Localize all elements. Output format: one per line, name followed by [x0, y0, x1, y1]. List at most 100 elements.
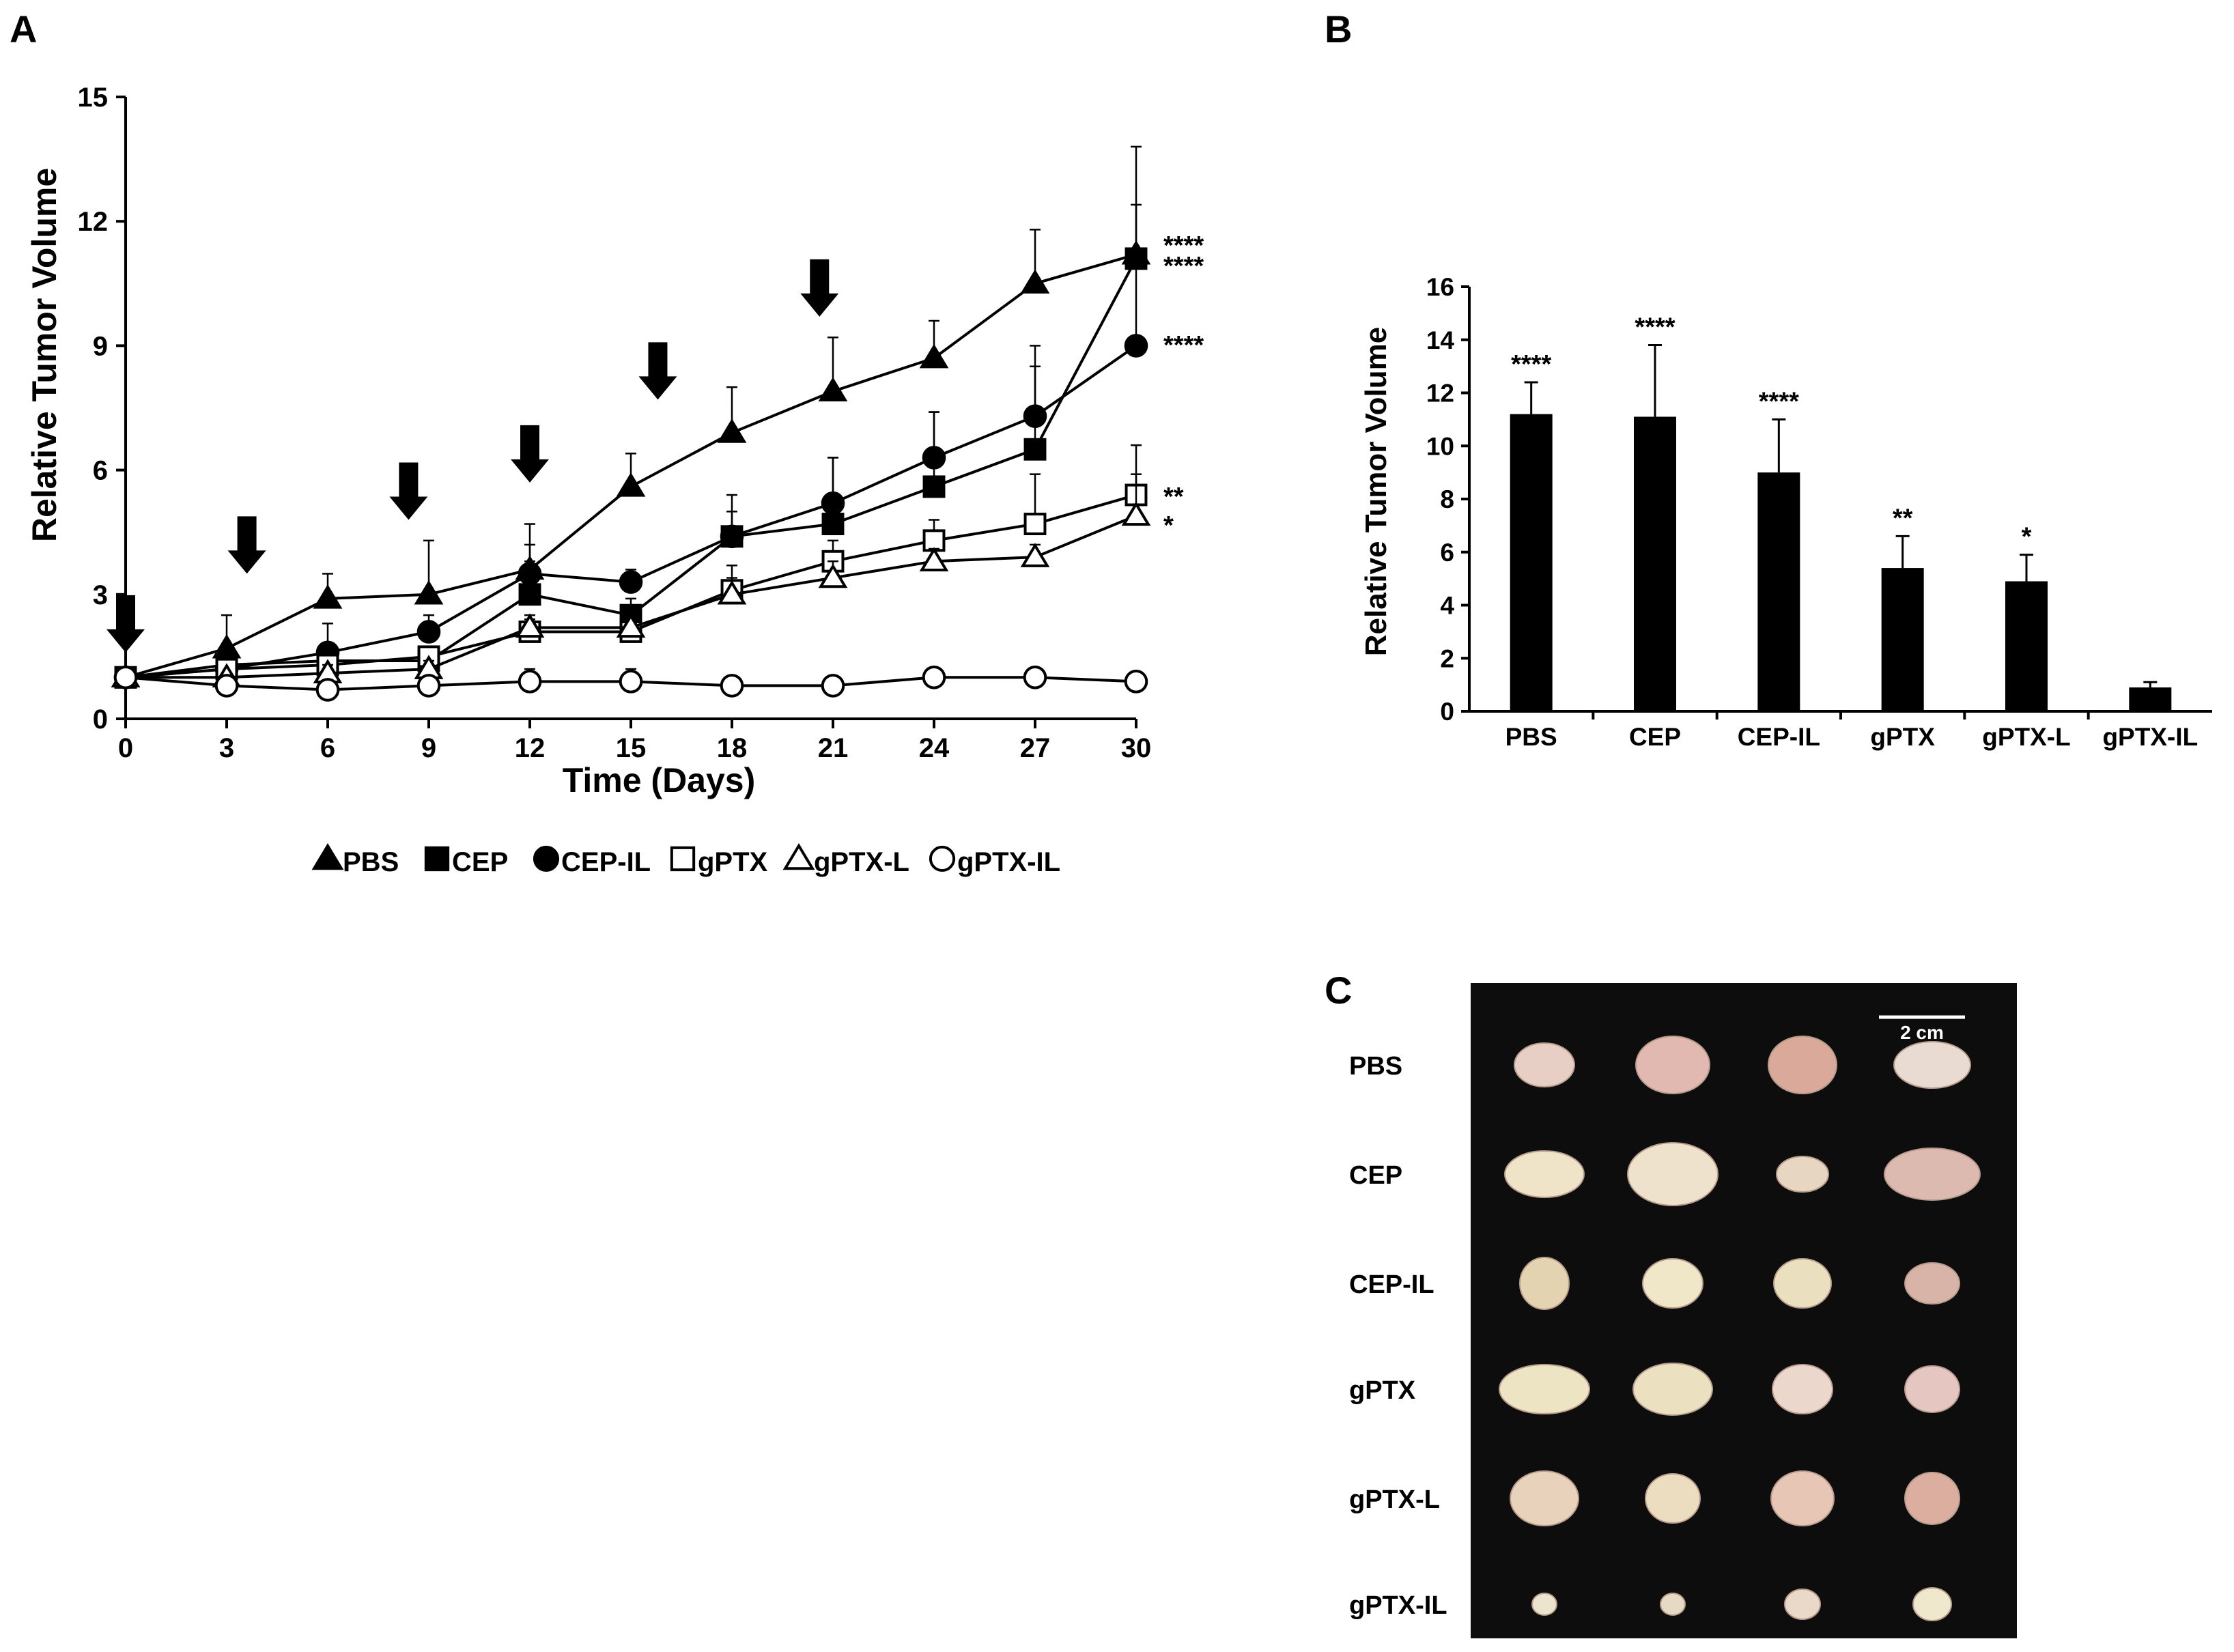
- row-label-cep: CEP: [1349, 1161, 1402, 1190]
- significance-label-gptx: **: [1163, 483, 1184, 511]
- row-label-cep-il: CEP-IL: [1349, 1270, 1434, 1299]
- tumor-specimen: [1904, 1262, 1960, 1305]
- bar-chart-ytick-label: 14: [1426, 326, 1455, 354]
- data-point-pbs: [414, 580, 444, 605]
- legend-marker-cep: [424, 846, 450, 872]
- significance-label-cep: ****: [1163, 252, 1204, 281]
- data-point-pbs: [818, 377, 848, 401]
- dose-arrow-icon: [800, 259, 839, 317]
- row-label-gptx-l: gPTX-L: [1349, 1485, 1440, 1514]
- dose-arrow-icon: [389, 462, 428, 520]
- tumor-specimens: [1499, 1036, 1981, 1621]
- panel-label-b: B: [1325, 8, 1352, 51]
- bar-chart-ytick-label: 4: [1440, 592, 1454, 620]
- row-labels: PBS CEP CEP-IL gPTX gPTX-L gPTX-IL: [1349, 1052, 1447, 1620]
- data-point-gptx-l: [1020, 543, 1050, 567]
- bar-chart-xtick-label: gPTX: [1870, 723, 1935, 751]
- line-chart-ytick-label: 9: [93, 331, 108, 361]
- tumor-specimen: [1884, 1148, 1981, 1201]
- legend-label-cep: CEP: [452, 847, 508, 877]
- bar-chart-ytick-label: 10: [1426, 432, 1454, 460]
- tumor-specimen: [1514, 1042, 1575, 1087]
- data-point-cep-il: [720, 524, 744, 549]
- data-point-cep-il: [1023, 404, 1047, 428]
- line-chart-xtick-label: 0: [118, 733, 133, 763]
- data-point-cep-il: [922, 446, 946, 470]
- tumor-specimen: [1660, 1593, 1686, 1616]
- tumor-specimen: [1770, 1470, 1835, 1526]
- row-label-gptx-il: gPTX-IL: [1349, 1591, 1447, 1620]
- tumor-specimen: [1912, 1587, 1952, 1621]
- legend-label-gptx-l: gPTX-L: [814, 847, 909, 877]
- legend-marker-cep-il: [533, 845, 560, 872]
- tumor-specimen: [1776, 1156, 1829, 1193]
- data-point-gptx-il: [821, 674, 845, 698]
- significance-label-cep-il: ****: [1163, 331, 1204, 360]
- data-point-cep-il: [416, 620, 441, 644]
- line-chart-xlabel: Time (Days): [563, 761, 756, 799]
- bar-cep: [1634, 416, 1676, 711]
- data-point-gptx-il: [214, 674, 239, 698]
- line-chart-ylabel: Relative Tumor Volume: [25, 168, 63, 542]
- significance-label-pbs: ****: [1511, 350, 1551, 379]
- line-chart-xtick-label: 27: [1020, 733, 1051, 763]
- data-point-cep-il: [518, 562, 542, 586]
- line-chart-xtick-label: 24: [919, 733, 950, 763]
- line-chart-xtick-label: 3: [219, 733, 234, 763]
- tumor-specimen: [1773, 1258, 1832, 1309]
- bar-chart-ytick-label: 16: [1426, 273, 1454, 301]
- legend-marker-gptx-l: [782, 843, 815, 870]
- tumor-specimen: [1904, 1365, 1960, 1413]
- dose-arrow-icon: [511, 425, 549, 483]
- tumor-specimen: [1632, 1363, 1713, 1416]
- line-chart-xtick-label: 9: [421, 733, 436, 763]
- line-chart-ytick-label: 15: [78, 83, 109, 113]
- data-point-cep-il: [619, 570, 643, 594]
- significance-label-gptx-l: *: [1163, 511, 1174, 540]
- panel-label-a: A: [10, 8, 37, 51]
- bar-gptx: [1881, 568, 1924, 711]
- data-point-pbs: [313, 584, 343, 609]
- tumor-specimen: [1510, 1470, 1579, 1526]
- legend-label-pbs: PBS: [343, 847, 399, 877]
- panel-label-c: C: [1325, 969, 1352, 1012]
- data-point-gptx-l: [616, 613, 646, 638]
- data-point-pbs: [919, 343, 949, 369]
- legend-label-cep-il: CEP-IL: [561, 847, 651, 877]
- legend-marker-pbs: [311, 843, 344, 870]
- row-label-gptx: gPTX: [1349, 1376, 1416, 1405]
- tumor-photo-background: [1471, 983, 2017, 1638]
- data-point-cep: [518, 583, 541, 606]
- bar-chart-xtick-label: gPTX-L: [1982, 723, 2070, 751]
- bar-chart: Relative Tumor Volume 0246810121416PBS**…: [1359, 273, 2212, 751]
- bar-chart-xtick-label: CEP-IL: [1738, 723, 1820, 751]
- bar-chart-xtick-label: gPTX-IL: [2102, 723, 2198, 751]
- data-point-gptx-il: [1023, 665, 1047, 689]
- line-chart-legend: PBS CEP CEP-IL gPTX gPTX-L gPTX-IL: [311, 843, 1060, 877]
- bar-gptx-il: [2129, 687, 2172, 711]
- bar-chart-xtick-label: PBS: [1505, 723, 1557, 751]
- line-chart-xtick-label: 12: [515, 733, 546, 763]
- tumor-specimen: [1893, 1041, 1971, 1089]
- tumor-specimen: [1645, 1473, 1701, 1524]
- line-chart-xtick-label: 15: [616, 733, 647, 763]
- data-point-gptx-il: [416, 674, 441, 698]
- data-point-cep: [1023, 438, 1047, 461]
- data-point-gptx-l: [919, 547, 949, 571]
- data-point-gptx: [1023, 513, 1047, 536]
- legend-label-gptx-il: gPTX-IL: [957, 847, 1060, 877]
- row-label-pbs: PBS: [1349, 1052, 1402, 1081]
- line-chart-ytick-label: 12: [78, 207, 109, 237]
- dose-arrow-icon: [227, 516, 266, 574]
- tumor-specimen: [1635, 1036, 1710, 1094]
- dose-arrow-icon: [638, 342, 677, 400]
- line-chart: Relative Tumor Volume Time (Days) PBS CEP…: [25, 83, 1204, 877]
- legend-marker-gptx: [670, 846, 696, 872]
- data-point-gptx-l: [818, 563, 848, 588]
- dose-arrow-icon: [107, 595, 145, 653]
- data-point-pbs: [717, 418, 747, 443]
- line-chart-xtick-label: 21: [818, 733, 849, 763]
- data-point-gptx-il: [720, 674, 744, 698]
- data-point-pbs: [1020, 269, 1050, 294]
